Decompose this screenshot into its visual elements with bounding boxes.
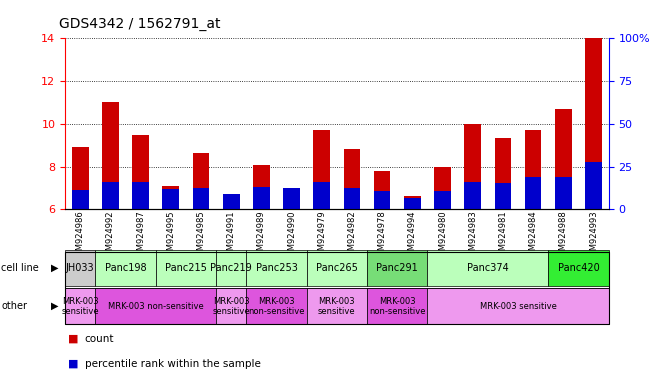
Bar	[344, 149, 360, 209]
Bar	[555, 177, 572, 209]
Bar	[374, 191, 391, 209]
Text: MRK-003 sensitive: MRK-003 sensitive	[480, 302, 557, 311]
Text: GDS4342 / 1562791_at: GDS4342 / 1562791_at	[59, 17, 220, 31]
Bar	[193, 188, 210, 209]
Bar	[464, 124, 481, 209]
Text: Panc374: Panc374	[467, 263, 509, 273]
Text: MRK-003 non-sensitive: MRK-003 non-sensitive	[108, 302, 204, 311]
Text: MRK-003
sensitive: MRK-003 sensitive	[318, 296, 355, 316]
Bar	[163, 189, 179, 209]
Text: MRK-003
sensitive: MRK-003 sensitive	[61, 296, 99, 316]
Bar	[72, 147, 89, 209]
Bar	[314, 182, 330, 209]
Bar	[253, 187, 270, 209]
Bar	[525, 130, 542, 209]
Bar	[495, 182, 511, 209]
Text: cell line: cell line	[1, 263, 39, 273]
Bar	[223, 194, 240, 209]
Bar	[102, 182, 118, 209]
Bar	[555, 109, 572, 209]
Text: Panc253: Panc253	[256, 263, 298, 273]
Bar	[314, 130, 330, 209]
Text: MRK-003
non-sensitive: MRK-003 non-sensitive	[369, 296, 426, 316]
Text: Panc265: Panc265	[316, 263, 358, 273]
Text: JH033: JH033	[66, 263, 94, 273]
Bar	[193, 153, 210, 209]
Text: Panc420: Panc420	[558, 263, 600, 273]
Text: count: count	[85, 334, 114, 344]
Bar	[253, 166, 270, 209]
Bar	[525, 177, 542, 209]
Bar	[223, 195, 240, 209]
Text: Panc291: Panc291	[376, 263, 418, 273]
Bar	[102, 103, 118, 209]
Bar	[163, 186, 179, 209]
Text: Panc198: Panc198	[105, 263, 146, 273]
Bar	[404, 197, 421, 209]
Bar	[585, 162, 602, 209]
Bar	[464, 182, 481, 209]
Text: MRK-003
non-sensitive: MRK-003 non-sensitive	[248, 296, 305, 316]
Text: ▶: ▶	[51, 263, 59, 273]
Text: Panc215: Panc215	[165, 263, 207, 273]
Bar	[283, 188, 300, 209]
Text: ■: ■	[68, 334, 79, 344]
Text: ■: ■	[68, 359, 79, 369]
Bar	[404, 197, 421, 209]
Bar	[132, 134, 149, 209]
Text: MRK-003
sensitive: MRK-003 sensitive	[212, 296, 250, 316]
Bar	[495, 138, 511, 209]
Text: other: other	[1, 301, 27, 311]
Text: Panc219: Panc219	[210, 263, 252, 273]
Bar	[434, 191, 451, 209]
Text: percentile rank within the sample: percentile rank within the sample	[85, 359, 260, 369]
Text: ▶: ▶	[51, 301, 59, 311]
Bar	[374, 171, 391, 209]
Bar	[585, 38, 602, 209]
Bar	[434, 167, 451, 209]
Bar	[344, 188, 360, 209]
Bar	[132, 182, 149, 209]
Bar	[283, 188, 300, 209]
Bar	[72, 190, 89, 209]
